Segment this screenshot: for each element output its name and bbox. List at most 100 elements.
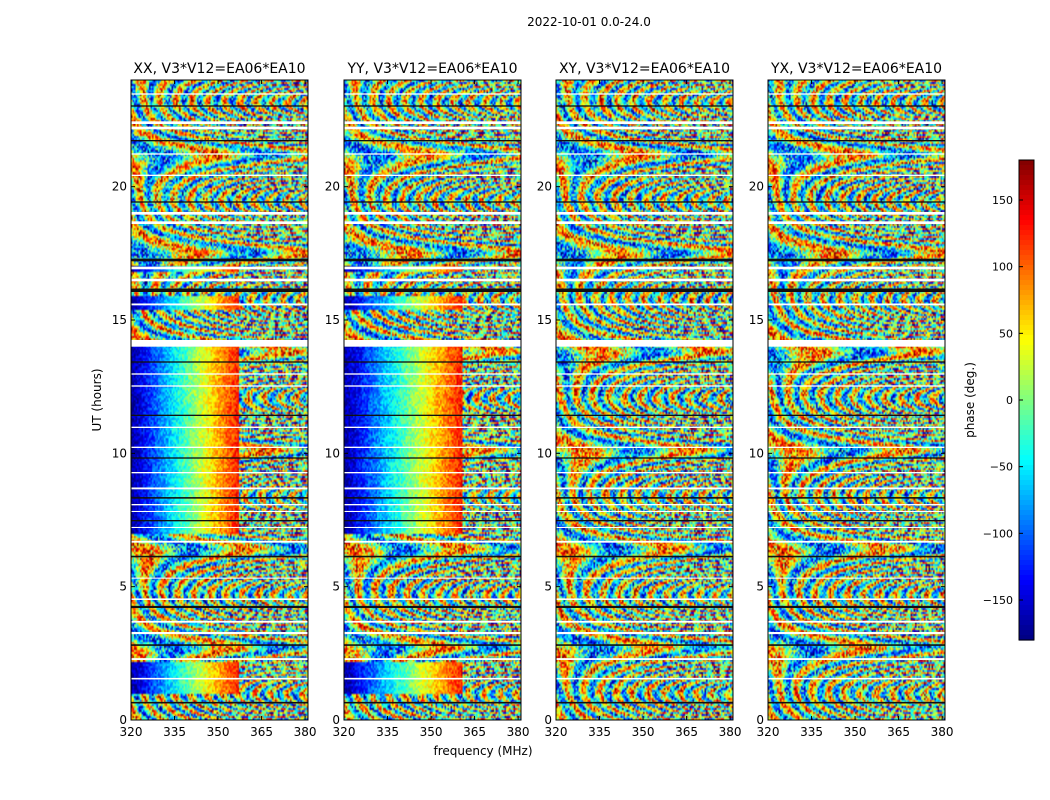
flag-band <box>344 258 521 262</box>
colorbar-segment <box>1019 330 1034 336</box>
x-tick-label: 335 <box>800 725 823 739</box>
colorbar-segment <box>1019 210 1034 216</box>
flag-band <box>344 385 521 387</box>
flag-band <box>131 620 308 623</box>
flag-band <box>344 457 521 459</box>
colorbar-segment <box>1019 275 1034 281</box>
flag-band <box>131 457 308 459</box>
flag-band <box>556 174 733 176</box>
flag-band <box>768 677 945 680</box>
flag-band <box>131 385 308 387</box>
panel-frame <box>130 79 309 721</box>
colorbar-label: phase (deg.) <box>963 362 977 438</box>
flag-band <box>131 577 308 579</box>
flag-band <box>344 105 521 107</box>
flag-band <box>768 632 945 635</box>
flag-band <box>556 258 733 262</box>
flag-band <box>131 446 308 448</box>
flag-band <box>556 677 733 680</box>
flag-band <box>768 361 945 363</box>
colorbar-segment <box>1019 450 1034 456</box>
x-tick-label: 335 <box>376 725 399 739</box>
colorbar-segment <box>1019 360 1034 366</box>
x-tick-label: 380 <box>719 725 742 739</box>
colorbar-segment <box>1019 530 1034 536</box>
flag-band <box>556 288 733 292</box>
flag-band <box>556 605 733 608</box>
flag-band <box>556 457 733 459</box>
panel-frame <box>767 79 946 721</box>
colorbar-segment <box>1019 335 1034 341</box>
colorbar-segment <box>1019 415 1034 421</box>
y-tick-label: 10 <box>325 446 340 460</box>
figure-suptitle: 2022-10-01 0.0-24.0 <box>527 15 651 29</box>
colorbar-segment <box>1019 365 1034 371</box>
flag-band <box>768 414 945 416</box>
flag-band <box>344 373 521 375</box>
y-tick-label: 10 <box>537 446 552 460</box>
flag-band <box>556 278 733 282</box>
colorbar-segment <box>1019 215 1034 221</box>
flag-band <box>131 340 308 347</box>
x-tick-label: 320 <box>545 725 568 739</box>
flag-band <box>344 153 521 155</box>
colorbar-segment <box>1019 345 1034 351</box>
panel-title-1: YY, V3*V12=EA06*EA10 <box>346 61 517 77</box>
x-tick-label: 335 <box>588 725 611 739</box>
flag-band <box>556 446 733 448</box>
colorbar-segment <box>1019 395 1034 401</box>
flag-band <box>344 472 521 474</box>
panel-frame <box>343 79 522 721</box>
flag-band <box>344 487 521 490</box>
flag-band <box>768 598 945 600</box>
colorbar-segment <box>1019 280 1034 286</box>
flag-band <box>556 644 733 646</box>
y-tick-label: 20 <box>537 180 552 194</box>
x-tick-label: 350 <box>632 725 655 739</box>
colorbar-segment <box>1019 425 1034 431</box>
y-tick-label: 15 <box>537 313 552 327</box>
colorbar-segment <box>1019 290 1034 296</box>
flag-band <box>131 510 308 512</box>
colorbar-tick-label: 50 <box>999 327 1013 340</box>
flag-band <box>131 105 308 107</box>
colorbar-segment <box>1019 340 1034 346</box>
x-tick-label: 350 <box>207 725 230 739</box>
flag-band <box>768 605 945 608</box>
flag-band <box>131 555 308 558</box>
flag-band <box>768 658 945 660</box>
colorbar-tick-label: −50 <box>990 461 1013 474</box>
flag-band <box>556 126 733 130</box>
x-tick-label: 320 <box>333 725 356 739</box>
flag-band <box>768 373 945 375</box>
colorbar-segment <box>1019 610 1034 616</box>
colorbar-segment <box>1019 600 1034 606</box>
flag-band <box>344 140 521 142</box>
flag-band <box>556 414 733 416</box>
colorbar-segment <box>1019 565 1034 571</box>
colorbar-segment <box>1019 400 1034 406</box>
colorbar-segment <box>1019 520 1034 526</box>
colorbar-segment <box>1019 220 1034 226</box>
colorbar-segment <box>1019 225 1034 231</box>
colorbar-segment <box>1019 200 1034 206</box>
flag-band <box>768 620 945 623</box>
colorbar-segment <box>1019 385 1034 391</box>
colorbar-segment <box>1019 515 1034 521</box>
flag-band <box>131 153 308 155</box>
y-tick-label: 0 <box>332 713 340 727</box>
flag-band <box>131 605 308 608</box>
flag-band <box>768 457 945 459</box>
colorbar-tick-label: 100 <box>992 261 1013 274</box>
colorbar-segment <box>1019 440 1034 446</box>
flag-band <box>344 361 521 363</box>
x-tick-label: 365 <box>887 725 910 739</box>
flag-band <box>768 385 945 387</box>
y-tick-label: 0 <box>119 713 127 727</box>
flag-band <box>768 266 945 270</box>
flag-band <box>344 340 521 347</box>
y-tick-label: 10 <box>112 446 127 460</box>
flag-band <box>131 414 308 416</box>
flag-band <box>344 555 521 558</box>
colorbar-segment <box>1019 540 1034 546</box>
